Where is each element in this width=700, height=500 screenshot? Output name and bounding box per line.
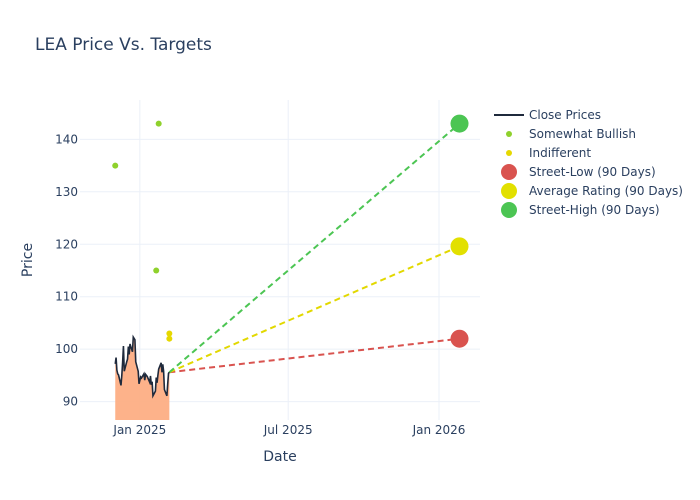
legend-label-indifferent: Indifferent bbox=[529, 146, 591, 160]
average-marker bbox=[450, 237, 469, 256]
indifferent-rating-point bbox=[166, 335, 173, 342]
x-tick-label: Jul 2025 bbox=[263, 423, 313, 437]
y-axis-label: Price bbox=[20, 243, 36, 277]
somewhat-bullish-rating-point bbox=[112, 162, 119, 169]
x-tick-label: Jan 2026 bbox=[412, 423, 466, 437]
legend-swatch-average bbox=[501, 183, 517, 199]
legend-label-average: Average Rating (90 Days) bbox=[529, 184, 683, 198]
close-price-line bbox=[114, 334, 170, 399]
somewhat-bullish-rating-point bbox=[155, 120, 162, 127]
x-tick-label: Jan 2025 bbox=[112, 423, 166, 437]
legend-label-somewhat_bullish: Somewhat Bullish bbox=[529, 127, 636, 141]
legend-swatch-somewhat_bullish bbox=[506, 131, 512, 137]
street-high-marker bbox=[450, 114, 469, 133]
y-tick-label: 100 bbox=[55, 342, 78, 356]
chart-title: LEA Price Vs. Targets bbox=[35, 35, 212, 55]
legend-label-street_low: Street-Low (90 Days) bbox=[529, 165, 656, 179]
somewhat-bullish-rating-point bbox=[153, 267, 160, 274]
street-low-target-line bbox=[169, 337, 460, 374]
legend-swatch-street_high bbox=[501, 202, 517, 218]
y-tick-label: 120 bbox=[55, 237, 78, 251]
y-tick-label: 110 bbox=[55, 290, 78, 304]
close-price-area bbox=[115, 337, 170, 420]
y-tick-label: 90 bbox=[63, 395, 78, 409]
y-tick-label: 130 bbox=[55, 185, 78, 199]
legend-label-street_high: Street-High (90 Days) bbox=[529, 203, 660, 217]
street-high-target-line bbox=[168, 122, 461, 374]
y-tick-label: 140 bbox=[55, 132, 78, 146]
street-low-marker bbox=[450, 329, 469, 348]
legend: Close Prices Somewhat Bullish Indifferent S… bbox=[494, 108, 683, 218]
legend-label-close: Close Prices bbox=[529, 108, 601, 122]
x-axis-label: Date bbox=[263, 449, 296, 465]
legend-swatch-indifferent bbox=[506, 150, 512, 156]
indifferent-rating-point bbox=[166, 330, 173, 337]
average-target-line bbox=[168, 245, 460, 374]
legend-swatch-street_low bbox=[501, 164, 517, 180]
plot-area: 90 100 110 120 130 140 Jan 2025 Jul 2025 Jan 202… bbox=[55, 100, 480, 437]
